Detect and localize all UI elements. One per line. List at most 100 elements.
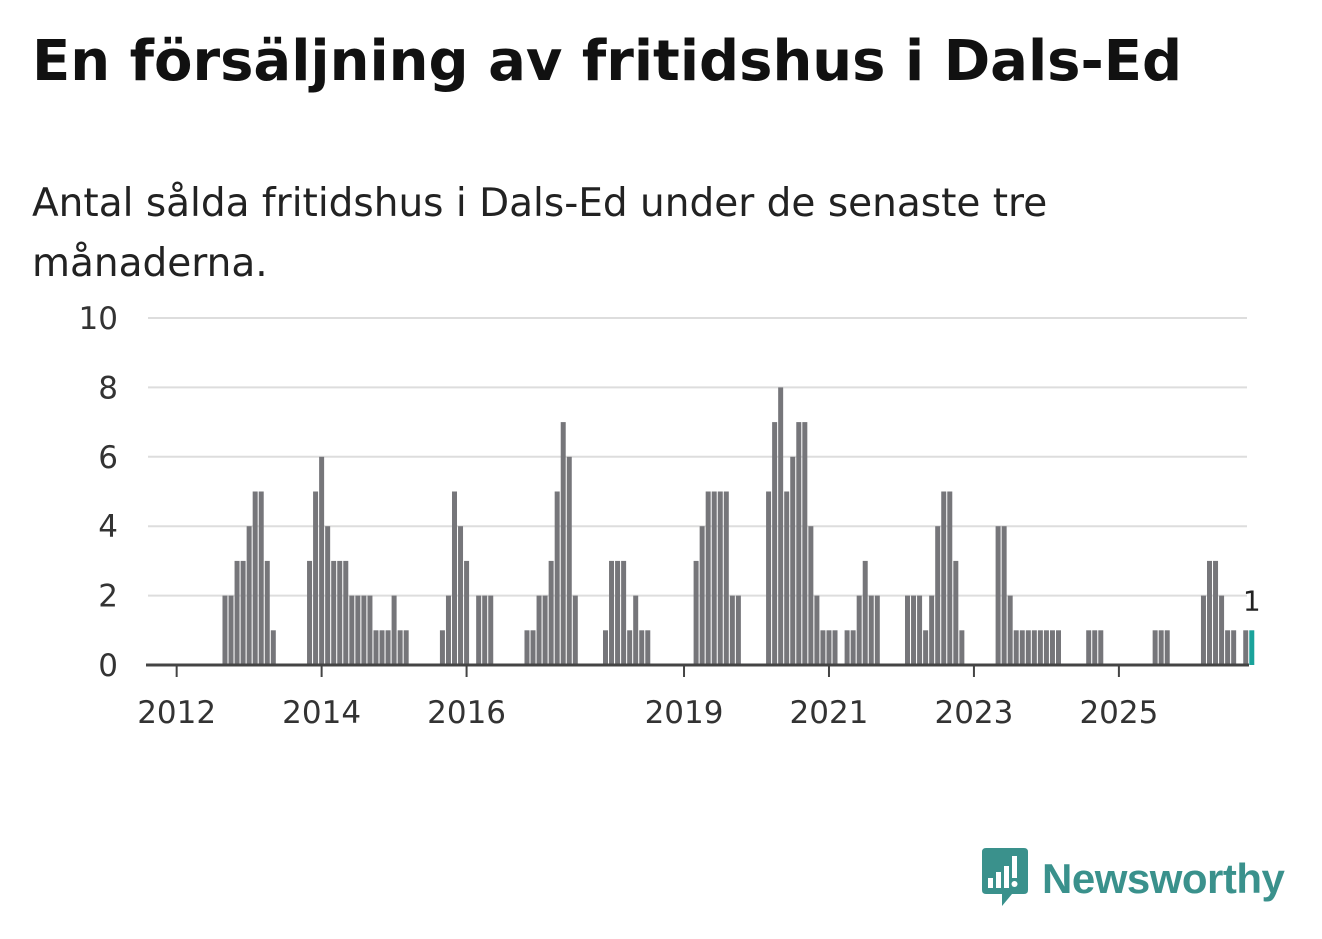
bar [603, 630, 608, 665]
bar [482, 595, 488, 665]
bar [476, 595, 482, 665]
bar [856, 595, 862, 665]
bar [935, 526, 941, 665]
bar [814, 595, 820, 665]
bar [343, 560, 349, 665]
bar [850, 630, 856, 665]
bar [1231, 630, 1237, 665]
y-tick-label: 8 [98, 370, 118, 406]
bar [367, 595, 373, 665]
bar [385, 630, 391, 665]
bar [1086, 630, 1092, 665]
bar [1049, 630, 1055, 665]
x-tick-label: 2025 [1079, 695, 1158, 731]
bar [796, 422, 802, 665]
bar [995, 526, 1001, 665]
bar [1092, 630, 1098, 665]
bar [222, 595, 228, 665]
bar [524, 630, 530, 665]
bar [929, 595, 935, 665]
bar [452, 491, 457, 665]
bar [633, 595, 639, 665]
bar [554, 491, 560, 665]
bar [868, 595, 874, 665]
bar [735, 595, 741, 665]
bar [397, 630, 403, 665]
bar [953, 560, 959, 665]
bar [874, 595, 880, 665]
bar [337, 560, 343, 665]
bar [403, 630, 409, 665]
x-tick-label: 2012 [137, 695, 216, 731]
bar [234, 560, 240, 665]
bar [832, 630, 838, 665]
bar [911, 595, 917, 665]
bar [947, 491, 953, 665]
bar [445, 595, 451, 665]
bar [729, 595, 735, 665]
bar [723, 491, 729, 665]
chart-subtitle: Antal sålda fritidshus i Dals-Ed under d… [32, 181, 1048, 287]
bar [361, 595, 367, 665]
bar [572, 595, 578, 665]
bar [258, 491, 264, 665]
bar [542, 595, 548, 665]
x-tick-label: 2021 [790, 695, 869, 731]
y-tick-label: 10 [79, 301, 118, 337]
bar [778, 387, 784, 665]
bar [488, 595, 494, 665]
bar [1225, 630, 1231, 665]
bar [844, 630, 850, 665]
bar [391, 595, 397, 665]
bar [820, 630, 826, 665]
bar [766, 491, 772, 665]
bar [319, 456, 325, 665]
bar [1056, 630, 1061, 665]
bar [566, 456, 572, 665]
bar [1152, 630, 1158, 665]
bar [331, 560, 337, 665]
bar [905, 595, 910, 665]
bar [379, 630, 385, 665]
bar [458, 526, 464, 665]
bar [645, 630, 651, 665]
bar [1158, 630, 1164, 665]
bar [826, 630, 832, 665]
bar [373, 630, 379, 665]
last-value-label: 1 [1243, 584, 1261, 617]
bar [1207, 560, 1212, 665]
bar [705, 491, 711, 665]
bar [862, 560, 868, 665]
bar [917, 595, 923, 665]
bar [1213, 560, 1219, 665]
y-tick-label: 2 [98, 579, 118, 615]
y-tick-label: 6 [98, 440, 118, 476]
bar-highlighted [1249, 630, 1255, 665]
bar [1200, 595, 1206, 665]
bar [270, 630, 276, 665]
newsworthy-logo-text: Newsworthy [1042, 855, 1285, 902]
y-tick-label: 4 [98, 509, 118, 545]
bar [1013, 630, 1019, 665]
bar [1031, 630, 1037, 665]
bar [264, 560, 270, 665]
x-tick-label: 2016 [427, 695, 506, 731]
bar [1019, 630, 1025, 665]
bar [609, 560, 615, 665]
bar [325, 526, 331, 665]
newsworthy-logo: Newsworthy [980, 848, 1285, 910]
bar [941, 491, 947, 665]
bar [439, 630, 445, 665]
bar [1025, 630, 1031, 665]
bar [1001, 526, 1007, 665]
newsworthy-logo-icon [982, 848, 1028, 906]
bar [355, 595, 361, 665]
bar [1007, 595, 1013, 665]
bar [228, 595, 234, 665]
bar [349, 595, 355, 665]
bar [313, 491, 319, 665]
bar [1243, 630, 1249, 665]
bar [1037, 630, 1043, 665]
bar [711, 491, 717, 665]
